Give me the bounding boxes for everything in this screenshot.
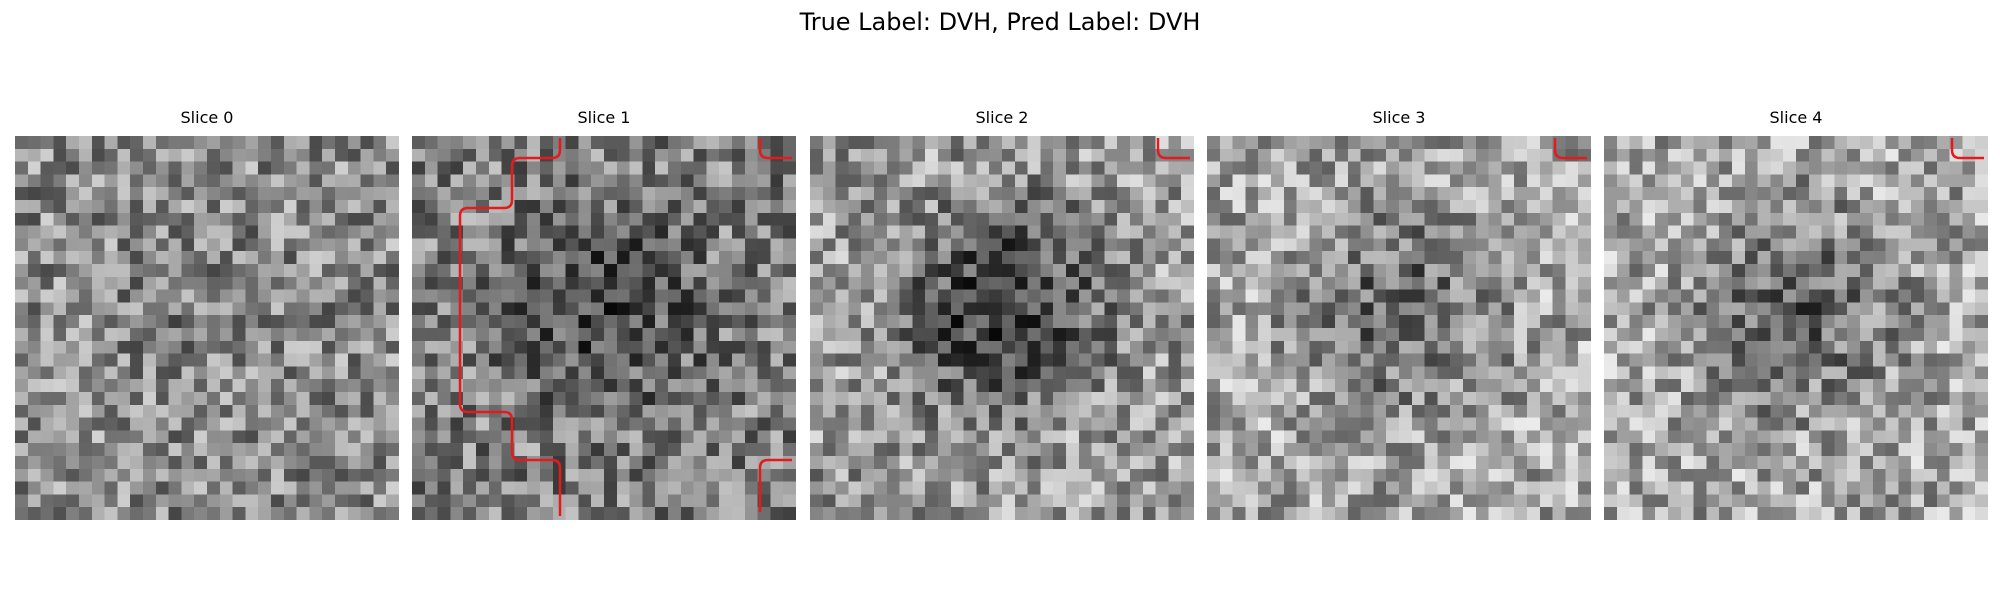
slice-panel-3: Slice 3 — [1207, 108, 1591, 520]
slice-title-4: Slice 4 — [1769, 108, 1823, 127]
slice-title-0: Slice 0 — [180, 108, 234, 127]
slice-1-canvas — [412, 136, 796, 520]
slice-panel-1: Slice 1 — [412, 108, 796, 520]
contour-overlay-2 — [1156, 138, 1190, 160]
slice-image-3 — [1207, 136, 1591, 520]
figure-title: True Label: DVH, Pred Label: DVH — [799, 8, 1201, 36]
slice-image-1 — [412, 136, 796, 520]
slice-3-canvas — [1207, 136, 1591, 520]
slice-2-canvas — [810, 136, 1194, 520]
contour-overlay-4 — [1950, 138, 1984, 160]
contour-corner-top-2 — [1156, 138, 1190, 160]
slice-title-2: Slice 2 — [975, 108, 1029, 127]
contour-corner-top-1 — [758, 138, 792, 160]
slice-0-canvas — [15, 136, 399, 520]
slice-title-3: Slice 3 — [1372, 108, 1426, 127]
slice-panel-0: Slice 0 — [15, 108, 399, 520]
slice-image-4 — [1604, 136, 1988, 520]
contour-overlay-3 — [1553, 138, 1587, 160]
contour-corner-top-3 — [1553, 138, 1587, 160]
slice-panel-2: Slice 2 — [810, 108, 1194, 520]
slice-image-2 — [810, 136, 1194, 520]
slice-title-1: Slice 1 — [577, 108, 631, 127]
contour-overlay-1 — [458, 138, 792, 516]
contour-corner-top-4 — [1950, 138, 1984, 160]
contour-main-1 — [458, 138, 562, 516]
slice-panel-4: Slice 4 — [1604, 108, 1988, 520]
slice-image-0 — [15, 136, 399, 520]
contour-corner-bottom-1 — [758, 458, 792, 512]
slice-4-canvas — [1604, 136, 1988, 520]
